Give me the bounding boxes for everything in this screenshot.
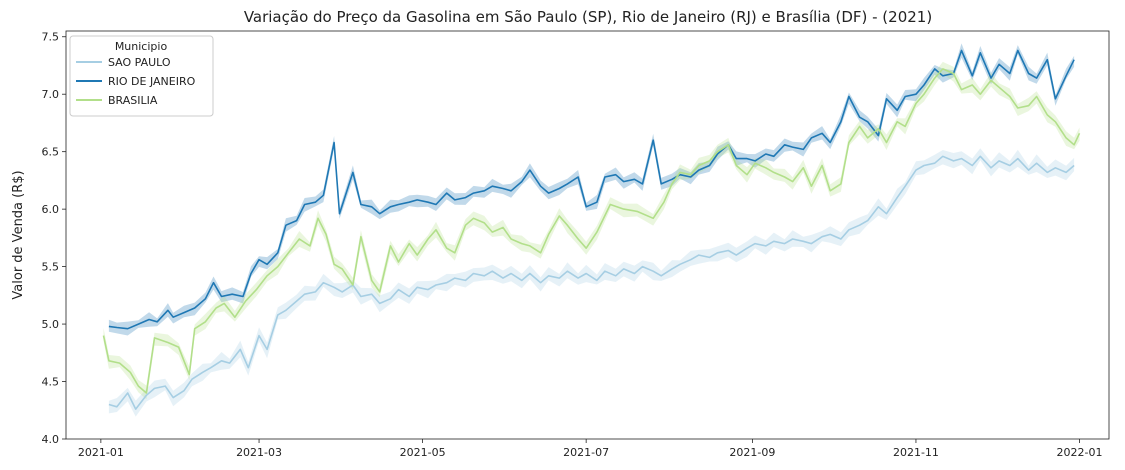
plot-area: [102, 43, 1081, 417]
series-line-rio-de-janeiro: [108, 49, 1075, 330]
y-axis: 4.0 4.5 5.0 5.5 6.0 6.5 7.0 7.5: [42, 31, 66, 446]
plot-frame: [65, 30, 1110, 440]
legend-title: Municipio: [115, 40, 168, 53]
chart-title: Variação do Preço da Gasolina em São Pau…: [244, 8, 932, 26]
legend-label-brasilia: BRASILIA: [108, 94, 158, 107]
confidence-band-sao-paulo: [108, 148, 1075, 417]
x-tick-label: 2021-09: [729, 446, 775, 459]
y-tick-label: 7.0: [42, 88, 60, 101]
confidence-band-brasilia: [103, 61, 1080, 400]
legend-label-rio-de-janeiro: RIO DE JANEIRO: [108, 75, 196, 88]
x-tick-label: 2021-03: [236, 446, 282, 459]
series-line-sao-paulo: [108, 155, 1075, 410]
x-tick-label: 2021-11: [893, 446, 939, 459]
x-tick-label: 2021-05: [400, 446, 446, 459]
y-tick-label: 6.0: [42, 203, 60, 216]
y-axis-label: Valor de Venda (R$): [11, 170, 26, 299]
y-tick-label: 4.0: [42, 433, 60, 446]
y-tick-label: 4.5: [42, 376, 60, 389]
x-tick-label: 2021-07: [563, 446, 609, 459]
y-tick-label: 6.5: [42, 146, 60, 159]
y-tick-label: 7.5: [42, 31, 60, 44]
y-tick-label: 5.5: [42, 261, 60, 274]
x-tick-label: 2021-01: [78, 446, 124, 459]
series-line-brasilia: [102, 68, 1081, 394]
legend-box: [69, 35, 214, 117]
legend: Municipio SAO PAULO RIO DE JANEIRO BRASILI…: [69, 35, 214, 117]
x-tick-label: 2022-01: [1057, 446, 1103, 459]
x-axis: 2021-01 2021-03 2021-05 2021-07 2021-09 2021-…: [78, 439, 1103, 459]
legend-label-sao-paulo: SAO PAULO: [108, 56, 171, 69]
y-tick-label: 5.0: [42, 318, 60, 331]
